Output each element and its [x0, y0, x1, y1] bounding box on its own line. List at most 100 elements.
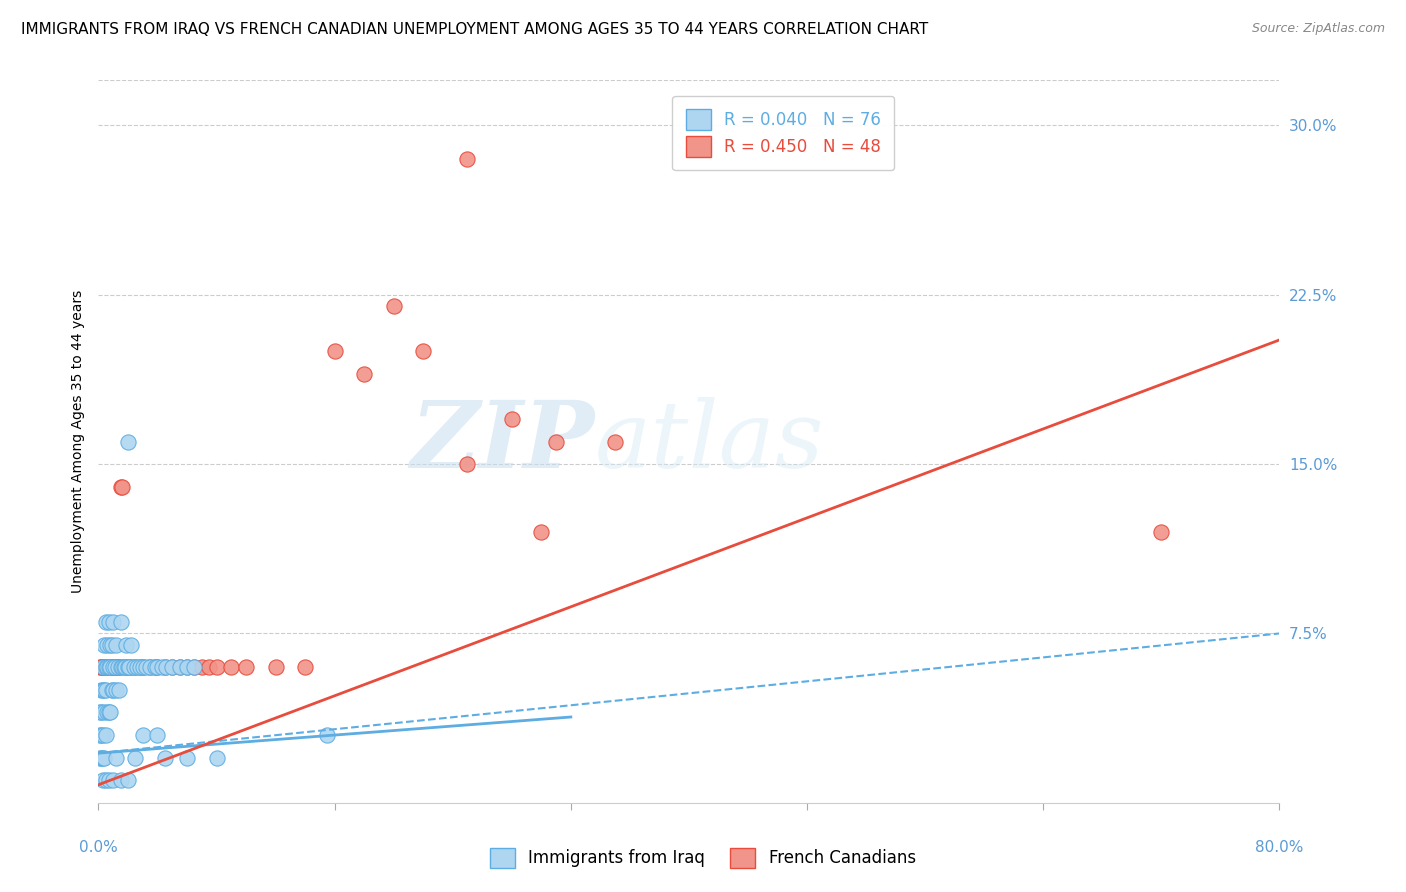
Point	[353, 367, 375, 381]
Point	[94, 660, 117, 674]
Point	[457, 457, 479, 471]
Point	[183, 660, 205, 674]
Point	[110, 660, 132, 674]
Point	[105, 750, 128, 764]
Point	[108, 660, 131, 674]
Point	[100, 660, 122, 674]
Point	[150, 660, 173, 674]
Point	[97, 615, 120, 630]
Point	[98, 660, 121, 674]
Point	[89, 728, 111, 742]
Point	[132, 660, 155, 674]
Point	[412, 344, 434, 359]
Point	[128, 660, 150, 674]
Point	[98, 706, 121, 720]
Point	[96, 660, 118, 674]
Point	[323, 344, 346, 359]
Point	[96, 706, 118, 720]
Point	[91, 750, 114, 764]
Point	[103, 615, 125, 630]
Point	[104, 660, 127, 674]
Point	[90, 728, 112, 742]
Point	[100, 682, 122, 697]
Text: Source: ZipAtlas.com: Source: ZipAtlas.com	[1251, 22, 1385, 36]
Point	[112, 660, 135, 674]
Point	[93, 660, 115, 674]
Text: atlas: atlas	[595, 397, 824, 486]
Point	[169, 660, 191, 674]
Point	[125, 660, 148, 674]
Point	[94, 682, 117, 697]
Point	[111, 480, 134, 494]
Point	[91, 773, 114, 788]
Point	[94, 773, 117, 788]
Point	[117, 434, 139, 449]
Point	[139, 660, 162, 674]
Point	[117, 660, 139, 674]
Point	[107, 660, 129, 674]
Point	[98, 638, 121, 652]
Point	[100, 638, 122, 652]
Point	[90, 660, 112, 674]
Point	[117, 773, 139, 788]
Point	[103, 660, 125, 674]
Point	[120, 660, 142, 674]
Point	[191, 660, 214, 674]
Point	[91, 660, 114, 674]
Legend: R = 0.040   N = 76, R = 0.450   N = 48: R = 0.040 N = 76, R = 0.450 N = 48	[672, 95, 894, 169]
Point	[96, 638, 118, 652]
Point	[93, 638, 115, 652]
Point	[122, 660, 145, 674]
Point	[91, 728, 114, 742]
Point	[90, 682, 112, 697]
Point	[205, 750, 228, 764]
Point	[169, 660, 191, 674]
Point	[132, 660, 155, 674]
Point	[90, 750, 112, 764]
Point	[457, 153, 479, 167]
Point	[183, 660, 205, 674]
Point	[97, 773, 120, 788]
Point	[115, 638, 138, 652]
Point	[90, 706, 112, 720]
Point	[93, 682, 115, 697]
Point	[110, 480, 132, 494]
Point	[114, 660, 136, 674]
Point	[139, 660, 162, 674]
Point	[89, 660, 111, 674]
Point	[105, 660, 128, 674]
Point	[91, 682, 114, 697]
Point	[501, 412, 523, 426]
Point	[117, 660, 139, 674]
Point	[89, 750, 111, 764]
Point	[162, 660, 183, 674]
Point	[104, 660, 127, 674]
Point	[103, 682, 125, 697]
Text: 0.0%: 0.0%	[79, 840, 118, 855]
Point	[135, 660, 157, 674]
Y-axis label: Unemployment Among Ages 35 to 44 years: Unemployment Among Ages 35 to 44 years	[70, 290, 84, 593]
Point	[1150, 524, 1173, 539]
Point	[105, 682, 128, 697]
Point	[176, 660, 198, 674]
Legend: Immigrants from Iraq, French Canadians: Immigrants from Iraq, French Canadians	[484, 841, 922, 875]
Point	[146, 660, 169, 674]
Text: IMMIGRANTS FROM IRAQ VS FRENCH CANADIAN UNEMPLOYMENT AMONG AGES 35 TO 44 YEARS C: IMMIGRANTS FROM IRAQ VS FRENCH CANADIAN …	[21, 22, 928, 37]
Point	[110, 773, 132, 788]
Point	[176, 750, 198, 764]
Point	[546, 434, 568, 449]
Point	[96, 660, 118, 674]
Point	[111, 660, 134, 674]
Point	[294, 660, 316, 674]
Point	[94, 660, 117, 674]
Point	[91, 660, 114, 674]
Point	[107, 660, 129, 674]
Point	[143, 660, 166, 674]
Point	[103, 660, 125, 674]
Point	[153, 750, 176, 764]
Point	[264, 660, 287, 674]
Point	[146, 660, 169, 674]
Point	[120, 638, 142, 652]
Point	[198, 660, 221, 674]
Point	[105, 638, 128, 652]
